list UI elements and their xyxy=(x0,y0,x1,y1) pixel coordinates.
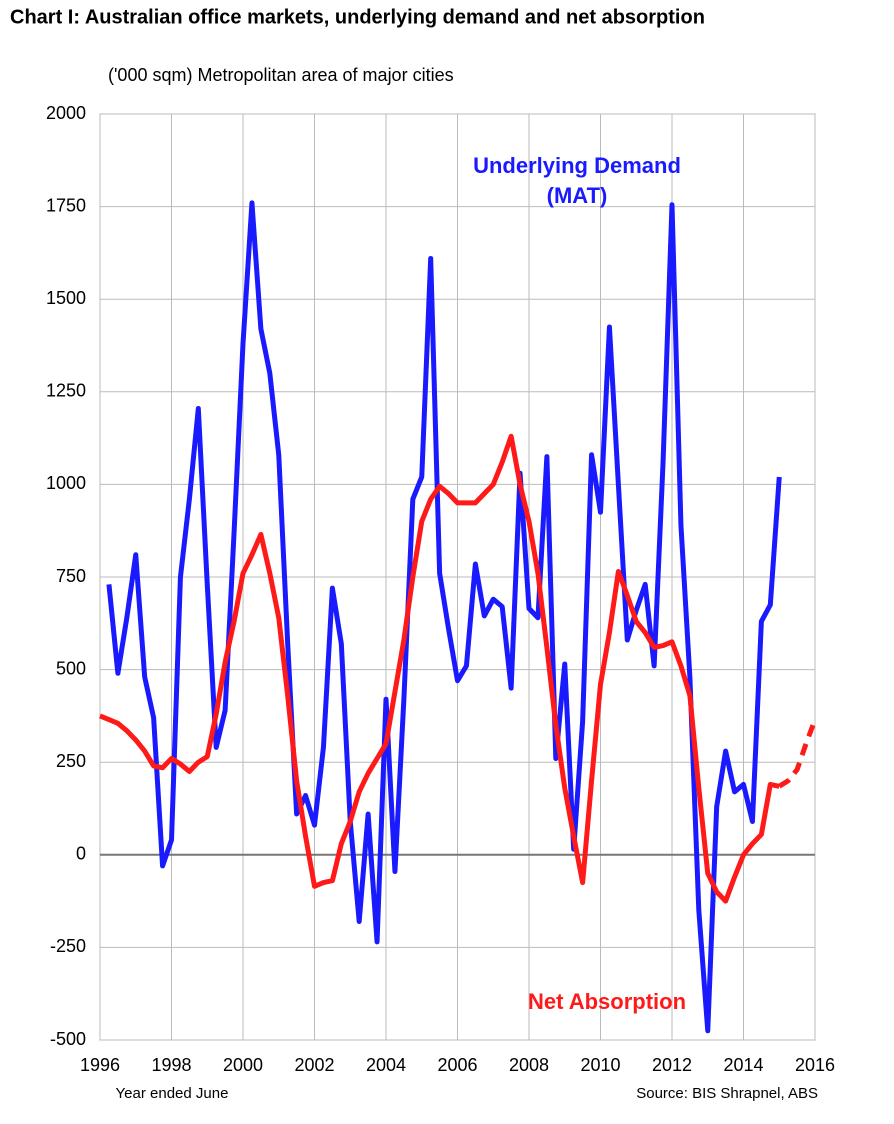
y-tick-label: 500 xyxy=(56,658,86,678)
x-tick-label: 2008 xyxy=(509,1055,549,1075)
y-tick-label: 1000 xyxy=(46,473,86,493)
x-tick-label: 2002 xyxy=(294,1055,334,1075)
y-tick-label: 1500 xyxy=(46,288,86,308)
x-tick-label: 2014 xyxy=(723,1055,763,1075)
y-tick-label: 2000 xyxy=(46,103,86,123)
x-tick-label: 2000 xyxy=(223,1055,263,1075)
x-tick-label: 2012 xyxy=(652,1055,692,1075)
y-tick-label: 750 xyxy=(56,566,86,586)
series-label: Net Absorption xyxy=(528,989,686,1014)
source: Source: BIS Shrapnel, ABS xyxy=(636,1085,818,1102)
x-axis-label: Year ended June xyxy=(116,1085,229,1102)
series-line xyxy=(99,433,780,904)
x-tick-label: 2006 xyxy=(437,1055,477,1075)
y-tick-label: -500 xyxy=(50,1029,86,1049)
y-tick-label: 0 xyxy=(76,844,86,864)
series-label: (MAT) xyxy=(547,183,608,208)
x-tick-label: 2004 xyxy=(366,1055,406,1075)
subtitle: ('000 sqm) Metropolitan area of major ci… xyxy=(108,65,454,85)
series-label: Underlying Demand xyxy=(473,153,681,178)
chart-title: Chart I: Australian office markets, unde… xyxy=(10,6,705,28)
y-tick-label: -250 xyxy=(50,936,86,956)
y-tick-label: 1750 xyxy=(46,195,86,215)
series-line xyxy=(106,200,782,1034)
y-tick-label: 250 xyxy=(56,751,86,771)
y-tick-label: 1250 xyxy=(46,381,86,401)
x-tick-label: 2016 xyxy=(795,1055,835,1075)
series-line xyxy=(777,718,818,789)
x-tick-label: 1996 xyxy=(80,1055,120,1075)
x-tick-label: 2010 xyxy=(580,1055,620,1075)
x-tick-label: 1998 xyxy=(151,1055,191,1075)
